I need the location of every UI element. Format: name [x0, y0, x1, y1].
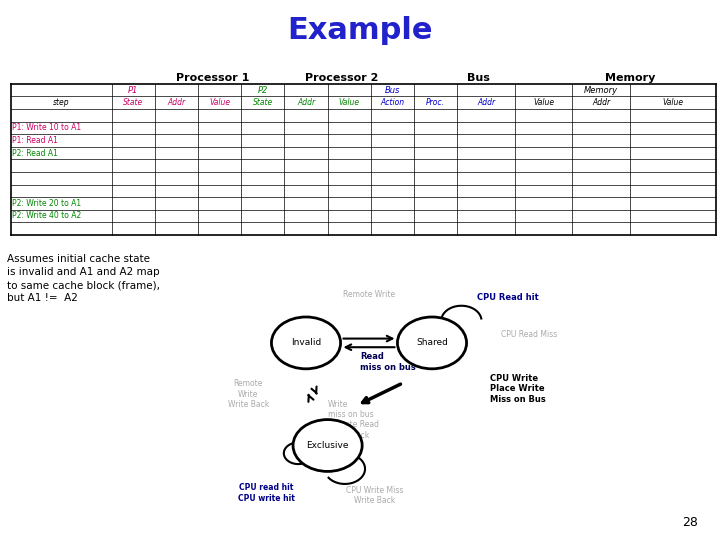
Text: P2: Read A1: P2: Read A1 — [12, 148, 58, 158]
Text: P1: P1 — [128, 85, 138, 94]
Text: P1: Read A1: P1: Read A1 — [12, 136, 58, 145]
Text: Bus: Bus — [467, 73, 490, 83]
Text: Value: Value — [338, 98, 360, 107]
Text: Read
miss on bus: Read miss on bus — [360, 352, 415, 372]
Text: Assumes initial cache state
is invalid and A1 and A2 map
to same cache block (fr: Assumes initial cache state is invalid a… — [7, 254, 160, 303]
Text: Exclusive: Exclusive — [306, 441, 349, 450]
Text: Remote Write: Remote Write — [343, 290, 395, 299]
Circle shape — [293, 420, 362, 471]
Text: CPU Write
Place Write
Miss on Bus: CPU Write Place Write Miss on Bus — [490, 374, 545, 404]
Text: Value: Value — [662, 98, 684, 107]
Text: CPU Read hit: CPU Read hit — [477, 293, 539, 301]
Text: Invalid: Invalid — [291, 339, 321, 347]
Text: P1: Write 10 to A1: P1: Write 10 to A1 — [12, 123, 81, 132]
Text: P2: Write 20 to A1: P2: Write 20 to A1 — [12, 199, 81, 208]
Text: Memory: Memory — [584, 85, 618, 94]
Text: Processor 2: Processor 2 — [305, 73, 379, 83]
Text: CPU Write Miss
Write Back: CPU Write Miss Write Back — [346, 486, 403, 505]
Text: P2: Write 40 to A2: P2: Write 40 to A2 — [12, 212, 81, 220]
Text: Write
miss on bus
Remote Read
Write Back: Write miss on bus Remote Read Write Back — [328, 400, 379, 440]
Text: Addr: Addr — [167, 98, 186, 107]
Text: CPU read hit
CPU write hit: CPU read hit CPU write hit — [238, 483, 294, 503]
Text: Example: Example — [287, 16, 433, 45]
Text: P2: P2 — [258, 85, 268, 94]
Text: Shared: Shared — [416, 339, 448, 347]
Text: Remote
Write
Write Back: Remote Write Write Back — [228, 379, 269, 409]
Text: Addr: Addr — [592, 98, 611, 107]
Text: Proc.: Proc. — [426, 98, 445, 107]
Text: Value: Value — [209, 98, 230, 107]
Text: step: step — [53, 98, 70, 107]
Text: Action: Action — [380, 98, 405, 107]
Text: Processor 1: Processor 1 — [176, 73, 249, 83]
Text: Memory: Memory — [605, 73, 655, 83]
Text: State: State — [253, 98, 273, 107]
Text: Addr: Addr — [477, 98, 495, 107]
Text: Bus: Bus — [384, 85, 400, 94]
Text: Addr: Addr — [297, 98, 315, 107]
Text: 28: 28 — [683, 516, 698, 529]
Text: State: State — [123, 98, 143, 107]
Circle shape — [397, 317, 467, 369]
Text: Value: Value — [533, 98, 554, 107]
Text: CPU Read Miss: CPU Read Miss — [501, 330, 557, 339]
Circle shape — [271, 317, 341, 369]
